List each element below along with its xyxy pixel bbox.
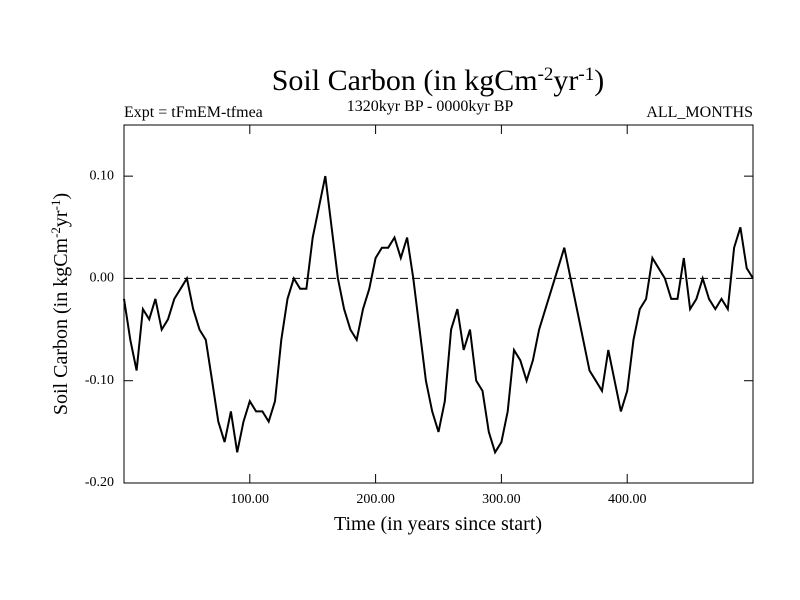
x-axis-label: Time (in years since start) (334, 513, 542, 535)
y-axis-label: Soil Carbon (in kgCm-2yr-1) (48, 193, 73, 415)
y-tick-label: 0.00 (90, 271, 115, 286)
series-line-soil-carbon (123, 175, 754, 455)
y-axis-label-mid: yr (50, 210, 72, 227)
chart-title: Soil Carbon (in kgCm-2yr-1) (272, 64, 605, 98)
y-axis-label-main: Soil Carbon (in kgCm (50, 237, 72, 415)
subtitle-months: ALL_MONTHS (646, 104, 753, 121)
subtitle-experiment: Expt = tFmEM-tfmea (124, 104, 263, 121)
x-tick-marks (249, 125, 628, 483)
y-axis-label-exp1: -2 (48, 227, 63, 238)
subtitle-time-range: 1320kyr BP - 0000kyr BP (347, 98, 514, 115)
y-tick-label: -0.10 (85, 373, 114, 388)
x-tick-label: 200.00 (356, 492, 395, 507)
chart-title-end: ) (594, 64, 604, 97)
y-tick-label: -0.20 (85, 475, 114, 490)
y-tick-label: 0.10 (90, 168, 115, 183)
x-tick-label: 400.00 (608, 492, 647, 507)
x-tick-label: 300.00 (482, 492, 521, 507)
y-axis-label-end: ) (50, 193, 72, 200)
x-tick-labels: 100.00 200.00 300.00 400.00 (231, 492, 647, 507)
chart-title-exp2: -1 (578, 64, 594, 85)
x-tick-label: 100.00 (231, 492, 270, 507)
y-tick-labels: 0.10 0.00 -0.10 -0.20 (85, 168, 114, 490)
chart-title-exp1: -2 (538, 64, 554, 85)
y-tick-marks (124, 175, 753, 484)
chart-title-main: Soil Carbon (in kgCm (272, 64, 538, 97)
y-axis-label-exp2: -1 (48, 200, 63, 211)
chart-title-mid: yr (553, 64, 578, 97)
